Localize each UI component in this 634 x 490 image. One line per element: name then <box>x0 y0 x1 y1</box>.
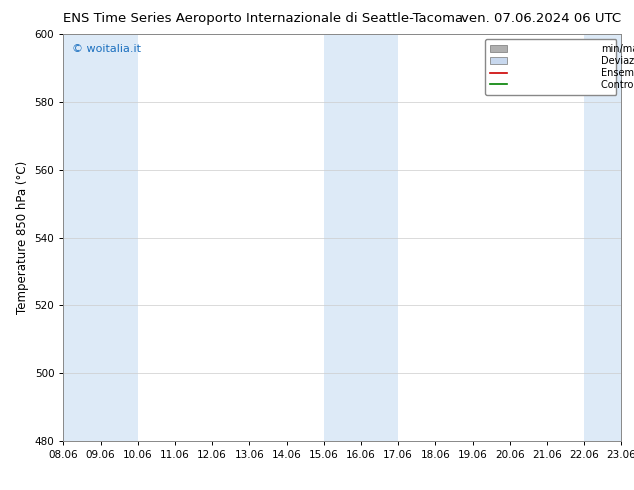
Text: © woitalia.it: © woitalia.it <box>72 45 141 54</box>
Text: ENS Time Series Aeroporto Internazionale di Seattle-Tacoma: ENS Time Series Aeroporto Internazionale… <box>63 12 463 25</box>
Bar <box>584 34 621 441</box>
Title: ENS Time Series Aeroporto Internazionale di Seattle-Tacoma     ven. 07.06.2024 0: ENS Time Series Aeroporto Internazionale… <box>0 489 1 490</box>
Bar <box>63 34 138 441</box>
Bar <box>324 34 398 441</box>
Y-axis label: Temperature 850 hPa (°C): Temperature 850 hPa (°C) <box>16 161 29 314</box>
Legend: min/max, Deviazione standard, Ensemble mean run, Controll run: min/max, Deviazione standard, Ensemble m… <box>485 39 616 95</box>
Text: ven. 07.06.2024 06 UTC: ven. 07.06.2024 06 UTC <box>461 12 621 25</box>
